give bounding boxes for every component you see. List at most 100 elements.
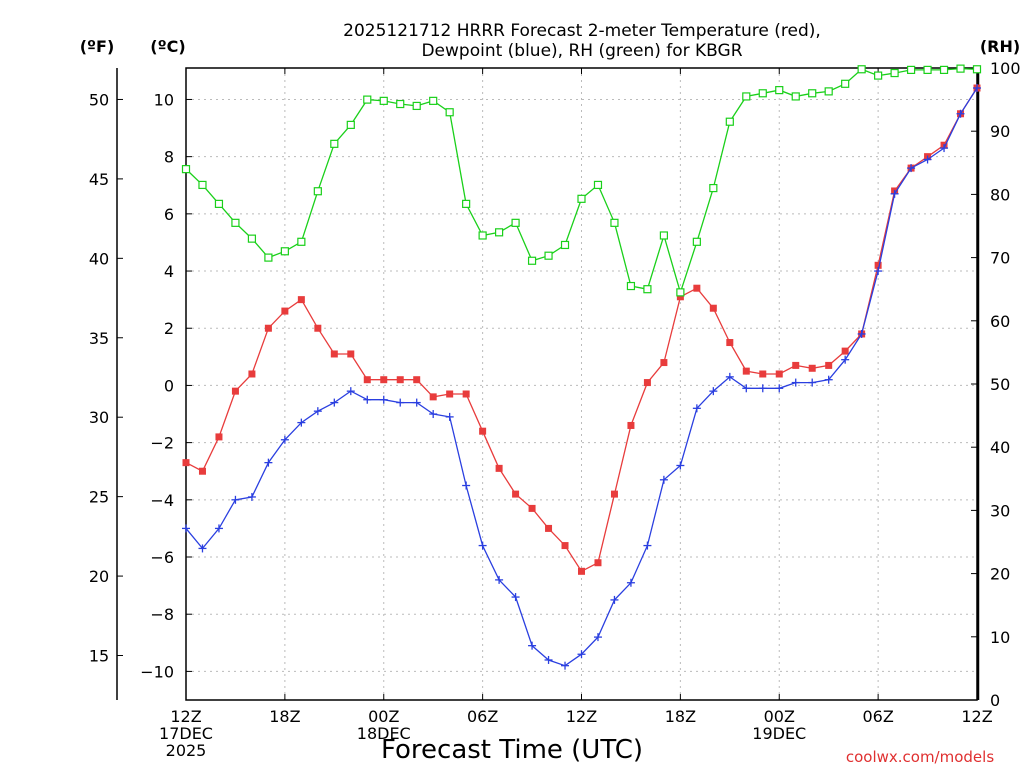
x-tick-label: 06Z (862, 707, 893, 726)
temperature-point (248, 370, 256, 378)
rh-point (181, 165, 191, 174)
rh-point (972, 65, 982, 74)
fahrenheit-unit-label: (ºF) (80, 37, 115, 56)
rh-tick-label: 40 (990, 438, 1010, 457)
rh-point (560, 240, 570, 250)
temperature-point (643, 379, 651, 387)
fahrenheit-tick-label: 40 (89, 249, 109, 268)
dewpoint-point (280, 435, 289, 444)
rh-point (923, 65, 932, 74)
dewpoint-point (890, 189, 899, 198)
x-tick-label: 06Z (467, 707, 498, 726)
rh-point (214, 199, 224, 208)
rh-point (412, 101, 421, 111)
rh-point (396, 99, 405, 109)
x-axis-title: Forecast Time (UTC) (381, 735, 643, 765)
temperature-point (512, 490, 520, 498)
dewpoint-point (363, 395, 372, 404)
temperature-point (182, 459, 190, 467)
rh-point (247, 234, 257, 243)
dewpoint-point (528, 641, 537, 650)
x-tick-label: 12Z (566, 707, 597, 726)
celsius-tick-label: 2 (164, 319, 174, 338)
rh-point (511, 218, 520, 227)
fahrenheit-tick-label: 45 (89, 170, 109, 189)
rh-point (429, 96, 438, 105)
fahrenheit-tick-label: 15 (89, 647, 109, 666)
rh-point (346, 120, 355, 129)
rh-point (445, 108, 454, 117)
rh-tick-label: 0 (990, 691, 1000, 710)
rh-tick-label: 70 (990, 249, 1010, 268)
celsius-tick-label: −4 (150, 491, 174, 510)
x-tick-label: 18Z (665, 707, 696, 726)
rh-point (791, 92, 800, 101)
rh-tick-label: 60 (990, 312, 1010, 331)
temperature-point (545, 524, 553, 532)
temperature-point (429, 393, 437, 401)
dewpoint-point (182, 524, 190, 533)
temperature-point (676, 293, 684, 301)
x-tick-label: 18DEC (357, 724, 411, 743)
fahrenheit-tick-label: 20 (89, 567, 109, 586)
temperature-point (528, 504, 536, 512)
x-tick-label: 2025 (166, 741, 207, 760)
temperature-point (709, 304, 717, 312)
chart-title-line2: Dewpoint (blue), RH (green) for KBGR (421, 41, 742, 61)
dewpoint-point (495, 575, 504, 584)
fahrenheit-tick-label: 25 (89, 488, 109, 507)
dewpoint-point (758, 384, 767, 393)
dewpoint-point (610, 595, 619, 604)
rh-point (824, 87, 833, 96)
dewpoint-point (857, 329, 866, 338)
celsius-tick-label: −2 (150, 434, 174, 453)
rh-tick-label: 100 (990, 59, 1021, 78)
dewpoint-point (379, 395, 388, 404)
temperature-point (479, 427, 487, 435)
celsius-tick-label: 0 (164, 376, 174, 395)
credit-label: coolwx.com/models (846, 748, 994, 766)
rh-point (758, 89, 767, 98)
dewpoint-point (808, 378, 817, 387)
dewpoint-point (396, 398, 405, 407)
temperature-point (627, 421, 635, 429)
temperature-point (281, 307, 289, 315)
dewpoint-point (330, 398, 339, 407)
rh-point (363, 95, 372, 104)
temperature-point (413, 376, 421, 384)
rh-tick-label: 90 (990, 122, 1010, 141)
dewpoint-point (511, 593, 520, 602)
temperature-point (841, 347, 849, 355)
temperature-point (693, 284, 701, 292)
fahrenheit-tick-label: 50 (89, 90, 109, 109)
dewpoint-point (346, 387, 355, 396)
chart-title-line1: 2025121712 HRRR Forecast 2-meter Tempera… (343, 21, 821, 41)
dewpoint-point (445, 412, 454, 421)
dewpoint-point (709, 387, 718, 396)
temperature-point (759, 370, 767, 378)
dewpoint-point (561, 661, 570, 670)
rh-point (577, 194, 586, 203)
rh-point (676, 288, 685, 297)
rh-tick-label: 30 (990, 501, 1010, 520)
tick-labels: 1520253035404550−10−8−6−4−20246810010203… (89, 59, 1021, 760)
temperature-point (380, 376, 388, 384)
rh-point (495, 228, 504, 237)
temperature-point (264, 324, 272, 332)
dewpoint-point (412, 398, 421, 407)
rh-point (956, 64, 965, 73)
dewpoint-point (824, 375, 833, 384)
x-tick-label: 12Z (961, 707, 992, 726)
x-tick-label: 12Z (170, 707, 201, 726)
dewpoint-point (462, 481, 471, 490)
rh-point (775, 86, 784, 95)
dewpoint-point (247, 492, 256, 501)
dewpoint-point (593, 633, 602, 642)
temperature-point (825, 361, 833, 369)
rh-point (544, 251, 553, 260)
celsius-tick-label: −10 (140, 662, 174, 681)
temperature-point (594, 559, 602, 567)
dewpoint-point (659, 475, 668, 484)
dewpoint-point (198, 544, 207, 553)
